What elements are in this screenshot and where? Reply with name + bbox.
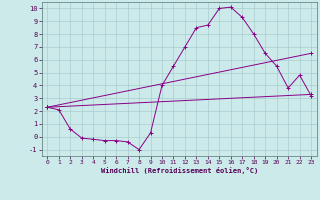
X-axis label: Windchill (Refroidissement éolien,°C): Windchill (Refroidissement éolien,°C): [100, 167, 258, 174]
